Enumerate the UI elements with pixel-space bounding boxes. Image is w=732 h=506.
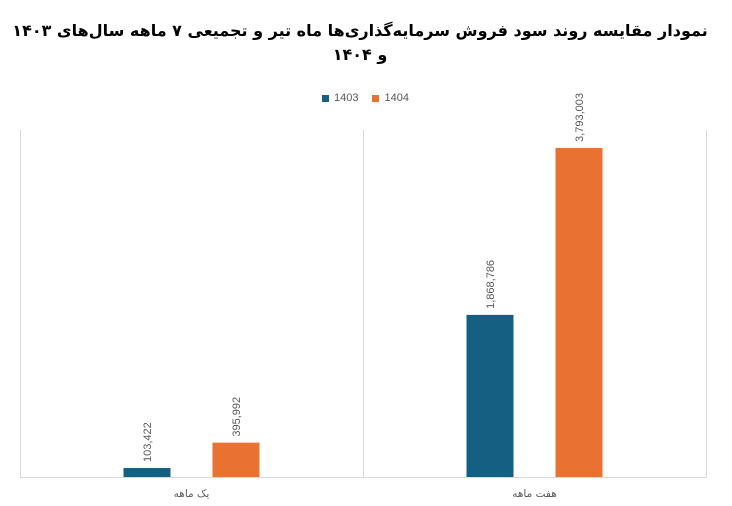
- bar-1404-0: [212, 442, 260, 477]
- chart-title: نمودار مقایسه روند سود فروش سرمایه‌گذاری…: [12, 21, 708, 64]
- bar-1403-1: [466, 314, 514, 477]
- legend-label-1404: 1404: [384, 92, 409, 104]
- legend: 1403 1404: [322, 92, 409, 105]
- data-label-1404-0: 395,992: [231, 397, 243, 437]
- data-label-1403-1: 1,868,786: [485, 260, 497, 309]
- legend-item-1403: 1403: [322, 92, 358, 105]
- bar-1404-1: [555, 147, 603, 478]
- legend-label-1403: 1403: [334, 92, 359, 104]
- legend-swatch-1403: [322, 95, 329, 102]
- data-label-1403-0: 103,422: [142, 422, 154, 462]
- legend-swatch-1404: [372, 95, 380, 102]
- data-label-1404-1: 3,793,003: [574, 93, 586, 142]
- category-label-1: هفت ماهه: [512, 488, 557, 500]
- bar-1403-0: [123, 468, 171, 477]
- category-label-0: یک ماهه: [174, 488, 210, 500]
- legend-item-1404: 1404: [372, 92, 409, 105]
